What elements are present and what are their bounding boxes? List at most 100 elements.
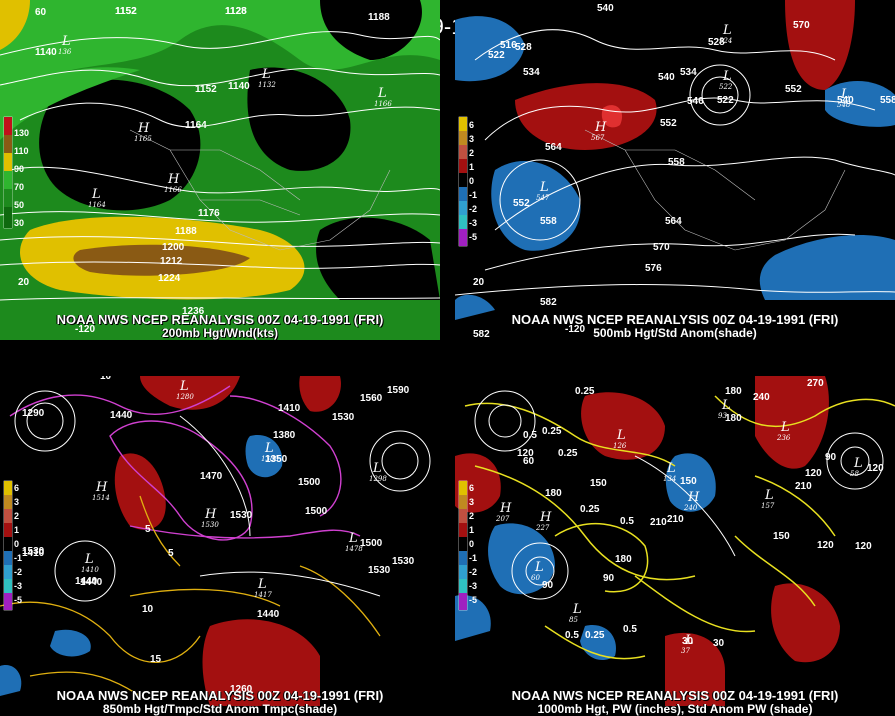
contour-label: 1440 (80, 577, 103, 588)
contour-label: 528 (708, 37, 725, 48)
contour-label: 1140 (228, 81, 250, 92)
contour-label: 5 (145, 524, 151, 535)
svg-text:L: L (534, 560, 544, 575)
low-pressure-center: L60 (531, 560, 544, 582)
contour-label: 150 (680, 476, 697, 487)
contour-label: 150 (590, 478, 607, 489)
svg-text:L: L (722, 23, 732, 38)
legend-label: 50 (14, 200, 24, 210)
contour-label: 240 (753, 392, 770, 403)
svg-text:126: 126 (613, 442, 627, 450)
contour-label: 0.5 (623, 624, 637, 635)
contour-label: 582 (540, 297, 557, 308)
contour-label: 570 (653, 242, 670, 253)
contour-label: 1560 (360, 393, 383, 404)
svg-text:H: H (137, 121, 150, 136)
contour-label: 0.5 (523, 430, 537, 441)
contour-label: 1380 (273, 430, 296, 441)
contour-label: 1530 (392, 556, 415, 567)
contour-label: 522 (717, 95, 734, 106)
svg-text:L: L (840, 87, 850, 102)
contour-label: 546 (687, 96, 704, 107)
contour-label: 180 (615, 554, 632, 565)
contour-label: 1152 (115, 6, 137, 17)
contour-label: 1440 (75, 576, 98, 587)
legend-label: -5 (14, 595, 22, 605)
svg-text:H: H (687, 490, 700, 505)
svg-text:1280: 1280 (176, 393, 194, 401)
contour-label: 1140 (35, 47, 57, 58)
contour-label: 1530 (230, 510, 253, 521)
svg-text:L: L (616, 428, 626, 443)
legend-label: 0 (469, 539, 474, 549)
legend-label: -3 (14, 581, 22, 591)
svg-text:1380: 1380 (261, 455, 279, 463)
contour-label: 582 (473, 329, 490, 340)
contour-label: 10 (100, 376, 112, 382)
contour-label: 180 (545, 488, 562, 499)
svg-text:1298: 1298 (369, 475, 387, 483)
contour-label: 1290 (22, 408, 45, 419)
panel-850mb: 6 3 2 1 0 -1 -2 -3 -5 1590 1560 1530 1440 1410 1380 15… (0, 376, 440, 716)
contour-label: 15 (150, 654, 162, 665)
legend-label: -1 (469, 553, 477, 563)
svg-text:93: 93 (718, 412, 727, 420)
legend-label: -1 (469, 190, 477, 200)
contour-label: 1164 (185, 120, 207, 131)
svg-text:547: 547 (536, 194, 550, 202)
contour-label: 1350 (265, 454, 288, 465)
contour-label: 10 (142, 604, 154, 615)
legend-label: 130 (14, 128, 29, 138)
legend-label: 6 (14, 483, 19, 493)
contour-label: 1224 (158, 273, 181, 284)
contour-label: 120 (855, 541, 872, 552)
svg-text:L: L (722, 69, 732, 84)
contour-label: 558 (540, 216, 557, 227)
contour-label: 552 (513, 198, 530, 209)
svg-text:L: L (572, 602, 582, 617)
svg-text:L: L (91, 187, 101, 202)
contour-label: 180 (725, 386, 742, 397)
legend-label: 2 (469, 148, 474, 158)
contour-label: 20 (18, 277, 30, 288)
legend-label: -2 (14, 567, 22, 577)
svg-text:L: L (84, 552, 94, 567)
contour-label: 528 (515, 42, 532, 53)
legend-label: -2 (469, 567, 477, 577)
contour-label: 210 (795, 481, 812, 492)
svg-text:1166: 1166 (164, 186, 182, 194)
svg-text:236: 236 (776, 434, 791, 442)
contour-label: 1440 (110, 410, 133, 421)
contour-label: 1500 (298, 477, 321, 488)
contour-label: 552 (660, 118, 677, 129)
svg-text:1164: 1164 (88, 201, 106, 209)
contour-label: 558 (668, 157, 685, 168)
legend-label: 6 (469, 120, 474, 130)
svg-text:L: L (539, 180, 549, 195)
contour-label: 534 (680, 67, 697, 78)
legend-label: -5 (469, 232, 477, 242)
legend-label: 90 (14, 164, 24, 174)
low-pressure-center: L58 (850, 456, 863, 478)
contour-label: 552 (785, 84, 802, 95)
contour-label: 5 (168, 548, 174, 559)
svg-text:H: H (204, 507, 217, 522)
contour-label: -120 (565, 324, 585, 335)
legend-label: 3 (469, 134, 474, 144)
contour-label: 1212 (160, 256, 183, 267)
low-pressure-center: L85 (569, 602, 582, 624)
svg-text:85: 85 (569, 616, 578, 624)
svg-text:1417: 1417 (254, 591, 272, 599)
contour-label: 1152 (115, 6, 137, 17)
svg-text:H: H (539, 510, 552, 525)
contour-label: 1470 (200, 471, 223, 482)
contour-label: 60 (523, 456, 535, 467)
contour-label: 210 (650, 517, 667, 528)
